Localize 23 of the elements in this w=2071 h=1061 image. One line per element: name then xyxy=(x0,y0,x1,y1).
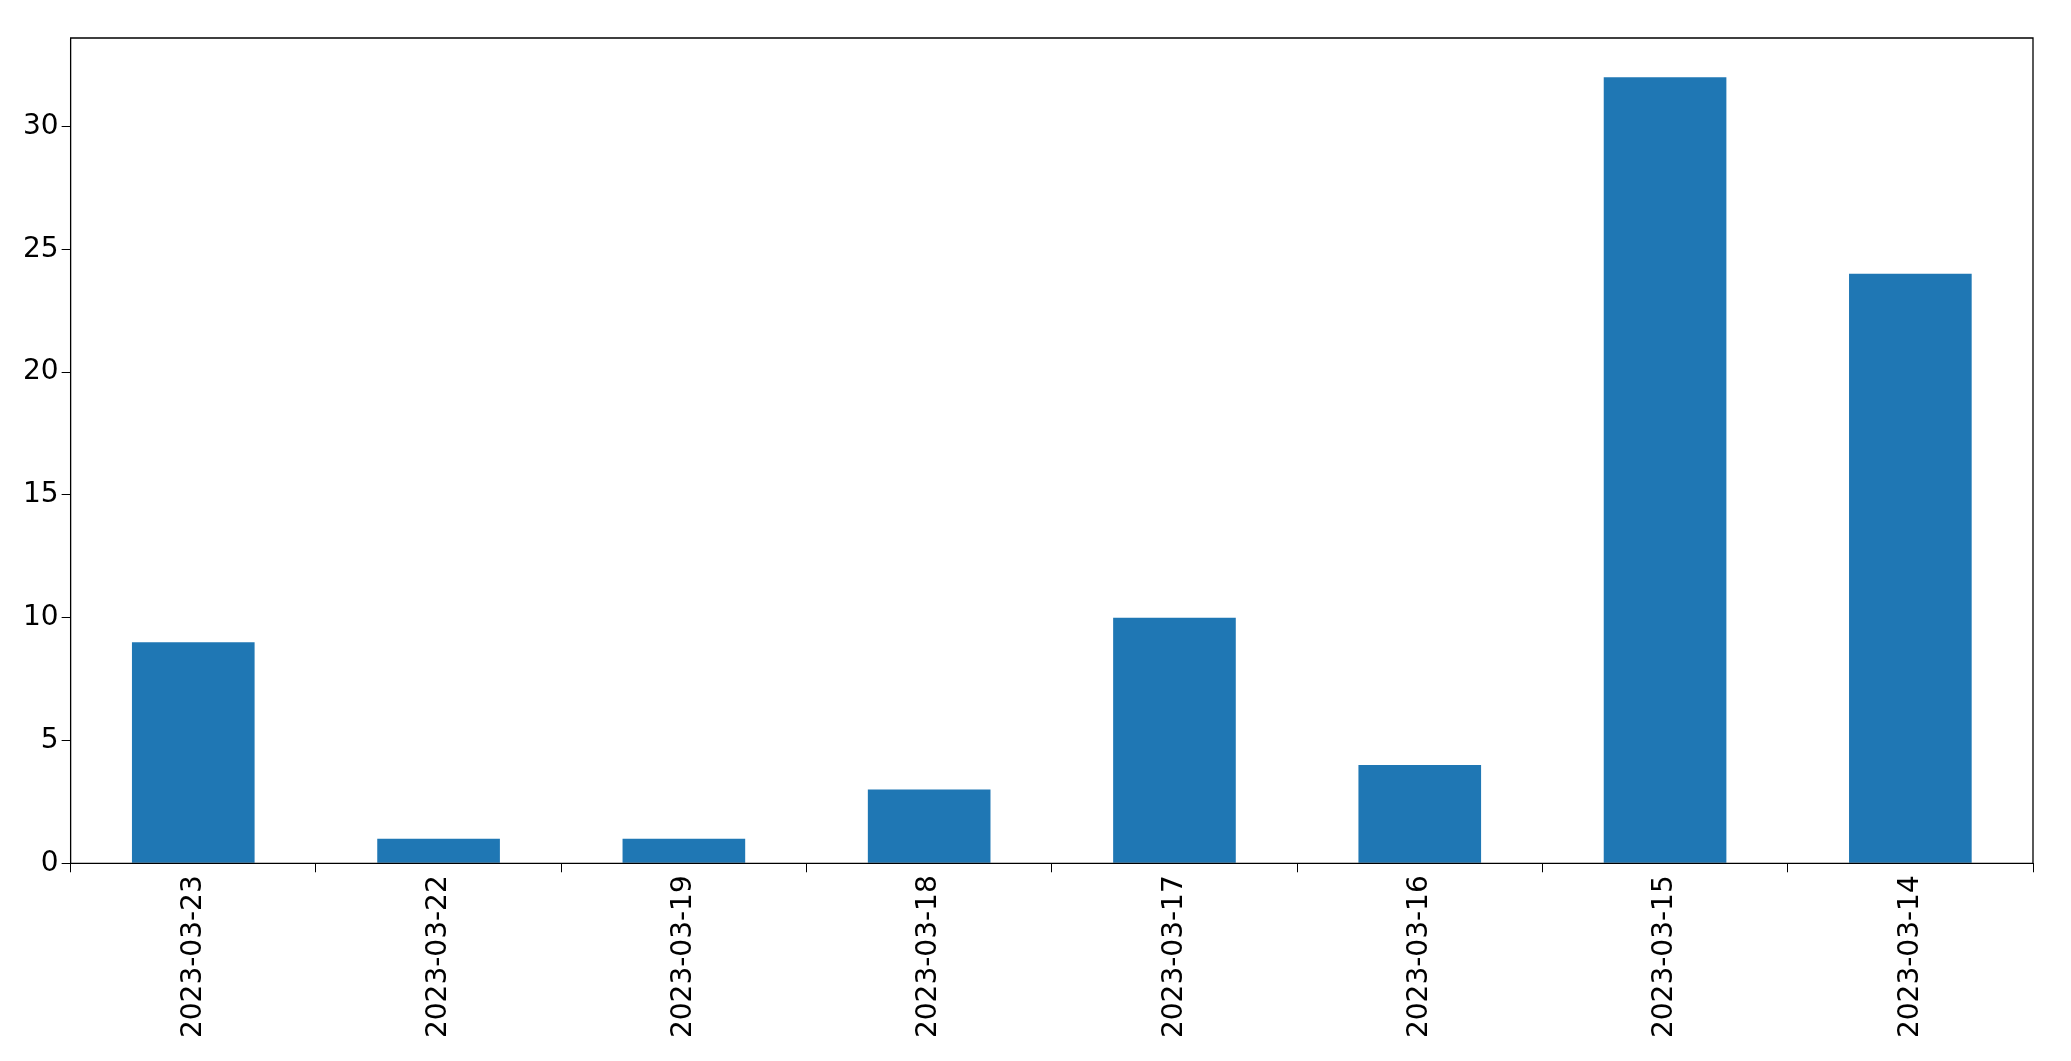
x-tick-label: 2023-03-22 xyxy=(419,875,453,1039)
bar xyxy=(1358,765,1482,863)
y-tick-label: 25 xyxy=(22,230,59,264)
y-tick-label: 15 xyxy=(22,476,59,510)
x-tick-label: 2023-03-16 xyxy=(1401,875,1435,1039)
bar xyxy=(1849,273,1972,863)
bar xyxy=(1113,617,1236,863)
y-tick-label: 30 xyxy=(22,107,59,141)
x-tick-label: 2023-03-23 xyxy=(174,875,208,1039)
x-tick-label: 2023-03-18 xyxy=(910,875,944,1039)
bar xyxy=(867,789,991,863)
x-tick-label: 2023-03-17 xyxy=(1155,875,1189,1039)
bar xyxy=(377,838,500,863)
y-tick-label: 0 xyxy=(40,844,59,878)
x-tick-label: 2023-03-15 xyxy=(1646,875,1680,1039)
bar xyxy=(131,642,255,863)
y-tick-label: 20 xyxy=(22,353,59,387)
y-tick-label: 5 xyxy=(40,721,59,755)
x-tick-label: 2023-03-19 xyxy=(665,875,699,1039)
bar xyxy=(1603,77,1727,863)
y-tick-label: 10 xyxy=(22,598,59,632)
x-tick-label: 2023-03-14 xyxy=(1891,875,1925,1039)
bar xyxy=(622,838,746,863)
